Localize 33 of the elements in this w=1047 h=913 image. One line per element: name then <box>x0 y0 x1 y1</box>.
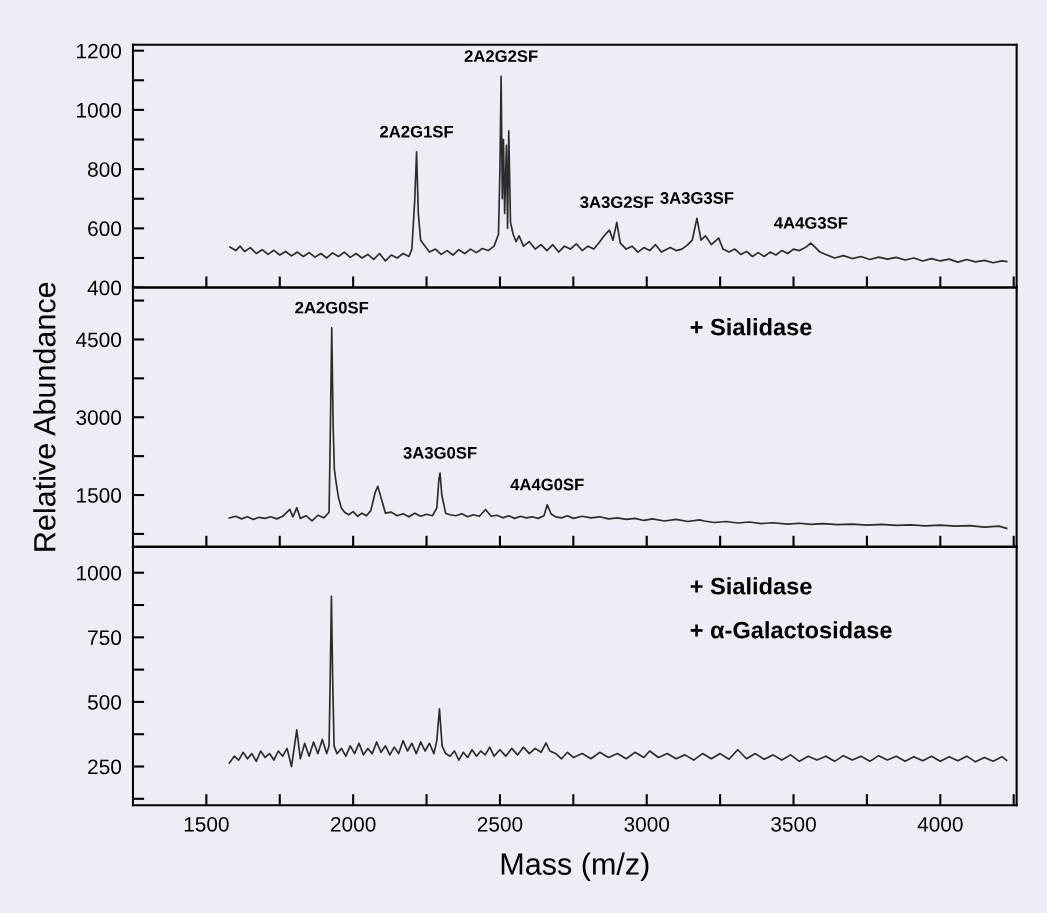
line-series <box>228 595 1008 768</box>
x-tick-label: 3000 <box>624 816 670 832</box>
annotation: 3A3G0SF <box>403 446 477 459</box>
x-tick-label: 2500 <box>477 816 523 832</box>
annotation: 3A3G3SF <box>660 192 734 204</box>
y-tick-label: 3000 <box>76 410 122 425</box>
annotation: 2A2G0SF <box>295 301 369 314</box>
annotation: + Sialidase <box>690 318 812 336</box>
y-tick-label: 600 <box>88 221 122 237</box>
annotation: 2A2G2SF <box>464 50 538 63</box>
x-tick-label: 3500 <box>771 816 816 832</box>
y-tick-label: 1200 <box>77 43 122 59</box>
y-tick-label: 4500 <box>76 332 122 348</box>
annotation: + α-Galactosidase <box>690 621 892 639</box>
y-tick-label: 250 <box>88 759 122 775</box>
y-tick-label: 1500 <box>77 488 122 503</box>
y-axis-title: Relative Abundance <box>33 282 56 551</box>
x-axis-title: Mass (m/z) <box>501 852 649 881</box>
y-tick-label: 1000 <box>77 565 122 581</box>
y-tick-label: 500 <box>87 694 122 710</box>
annotation: 3A3G2SF <box>580 196 654 209</box>
y-tick-label: 800 <box>88 162 122 177</box>
line-series <box>229 75 1008 264</box>
x-tick-label: 4000 <box>917 816 963 832</box>
y-tick-label: 1000 <box>77 102 122 118</box>
annotation: 2A2G1SF <box>380 125 454 138</box>
annotation: 4A4G3SF <box>774 216 848 229</box>
x-tick-label: 1500 <box>184 816 229 832</box>
x-tick-label: 2000 <box>331 816 376 832</box>
annotation: + Sialidase <box>690 577 812 595</box>
y-tick-label: 750 <box>88 630 122 646</box>
annotation: 4A4G0SF <box>510 478 584 491</box>
y-tick-label: 400 <box>87 280 122 296</box>
